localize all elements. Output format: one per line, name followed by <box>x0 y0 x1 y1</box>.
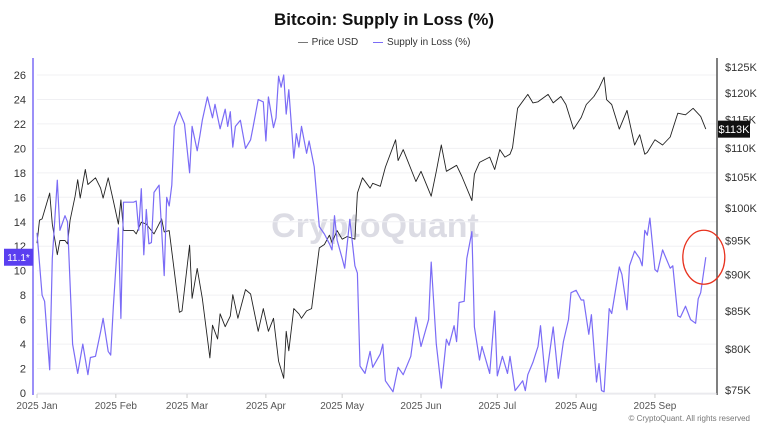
legend-item-supply[interactable]: Supply in Loss (%) <box>373 37 470 48</box>
annotation-ellipse <box>682 229 726 285</box>
copyright-footer: © CryptoQuant. All rights reserved <box>628 414 751 423</box>
legend-label-supply: Supply in Loss (%) <box>387 37 471 48</box>
y-right-tick-label: $105K <box>725 172 757 184</box>
y-left-tick-label: 26 <box>14 70 26 82</box>
x-tick-label: 2025 Sep <box>634 401 677 412</box>
last-value-badge-right <box>718 120 750 138</box>
legend-item-price[interactable]: Price USD <box>297 37 359 48</box>
x-tick-label: 2025 Feb <box>95 401 138 412</box>
y-right-tick-label: $100K <box>725 203 757 215</box>
x-tick-label: 2025 Jun <box>400 401 441 412</box>
y-right-tick-label: $125K <box>725 62 757 74</box>
y-left-tick-label: 4 <box>20 339 26 351</box>
y-left-tick-label: 6 <box>20 315 26 327</box>
y-left-tick-label: 22 <box>14 119 26 131</box>
x-tick-label: 2025 Aug <box>555 401 597 412</box>
last-value-right: $113K <box>719 124 751 136</box>
y-right-tick-label: $90K <box>725 270 751 282</box>
y-right-tick-label: $120K <box>725 88 757 100</box>
y-right-tick-label: $75K <box>725 385 751 397</box>
price-usd-line <box>36 76 707 379</box>
y-left-tick-label: 18 <box>14 168 26 180</box>
y-left-tick-label: 16 <box>14 192 26 204</box>
y-left-tick-label: 20 <box>14 143 26 155</box>
legend-swatch-price <box>297 41 308 43</box>
y-right-tick-label: $80K <box>725 344 751 356</box>
y-left-tick-label: 0 <box>20 388 26 400</box>
watermark: CryptoQuant <box>271 207 479 245</box>
y-left-tick-label: 2 <box>20 364 26 376</box>
x-tick-label: 2025 Jan <box>16 401 57 412</box>
x-tick-label: 2025 Jul <box>478 401 516 412</box>
y-right-tick-label: $95K <box>725 236 751 248</box>
last-value-left: 11.1* <box>7 253 30 264</box>
y-left-tick-label: 8 <box>20 290 26 302</box>
legend: Price USD Supply in Loss (%) <box>0 37 768 48</box>
y-left-tick-label: 14 <box>14 217 26 229</box>
y-left-tick-label: 10 <box>14 266 26 278</box>
y-right-tick-label: $110K <box>725 143 757 155</box>
last-value-badge-left <box>4 248 33 266</box>
chart-title: Bitcoin: Supply in Loss (%) <box>273 10 495 29</box>
x-tick-label: 2025 Mar <box>166 401 209 412</box>
supply-in-loss-line <box>36 74 707 393</box>
x-tick-label: 2025 May <box>320 401 364 412</box>
y-right-tick-label: $85K <box>725 306 751 318</box>
legend-swatch-supply <box>373 41 384 43</box>
legend-label-price: Price USD <box>311 37 359 48</box>
x-tick-label: 2025 Apr <box>246 401 287 412</box>
y-left-tick-label: 24 <box>14 94 26 106</box>
